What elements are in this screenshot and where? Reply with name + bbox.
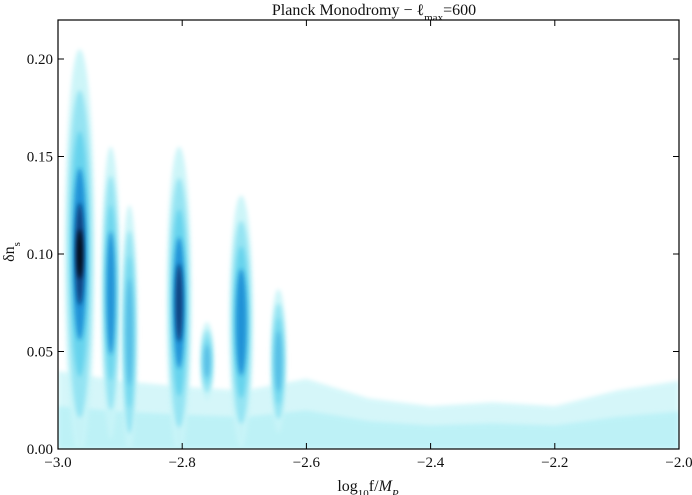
x-tick-label: −2.8 [169, 455, 196, 471]
y-tick-label: 0.05 [27, 345, 53, 361]
density-peak [64, 49, 95, 449]
density-contour [76, 229, 83, 279]
x-axis-title-italic-sub: P [391, 488, 399, 495]
chart-title: Planck Monodromy − ℓmax=600 [272, 2, 476, 24]
x-tick-label: −2.2 [541, 455, 568, 471]
y-tick-label: 0.00 [27, 442, 53, 458]
x-tick-label: −3.0 [44, 455, 71, 471]
density-contour [125, 278, 134, 386]
background-density-core [58, 406, 679, 449]
y-tick-label: 0.20 [27, 52, 53, 68]
x-axis: −3.0 −2.8 −2.6 −2.4 −2.2 −2.0 [44, 20, 692, 471]
density-contour [274, 330, 283, 392]
density-peak [229, 195, 254, 449]
y-axis: 0.00 0.05 0.10 0.15 0.20 [27, 52, 679, 458]
x-axis-title: log10f/MP [337, 478, 399, 495]
y-axis-title-main: δn [1, 246, 18, 262]
density-peak [270, 289, 287, 434]
x-axis-title-tail: f/ [369, 478, 379, 495]
plot-frame [57, 19, 680, 450]
density-contour [106, 231, 116, 355]
x-tick-label: −2.4 [417, 455, 445, 471]
density-peak [101, 146, 121, 440]
density-contour [175, 263, 183, 342]
x-axis-title-sub: 10 [358, 488, 370, 495]
y-axis-title-sub: s [11, 242, 23, 246]
x-axis-title-main: log [337, 478, 357, 495]
x-axis-title-italic: M [378, 478, 394, 495]
plot-background [58, 20, 679, 449]
y-tick-label: 0.15 [27, 150, 53, 166]
x-tick-label: −2.6 [293, 455, 321, 471]
x-tick-label: −2.0 [665, 455, 692, 471]
density-peak [121, 205, 138, 449]
y-axis-title: δns [1, 242, 23, 262]
y-tick-label: 0.10 [27, 247, 53, 263]
density-peak [200, 322, 215, 401]
density-contour [203, 344, 211, 378]
density-layer [58, 49, 679, 449]
density-peak [166, 146, 192, 449]
plot-area [58, 20, 679, 449]
chart-title-main: Planck Monodromy − ℓ [272, 2, 425, 19]
chart-title-tail: =600 [443, 2, 476, 19]
density-contour [235, 269, 247, 376]
